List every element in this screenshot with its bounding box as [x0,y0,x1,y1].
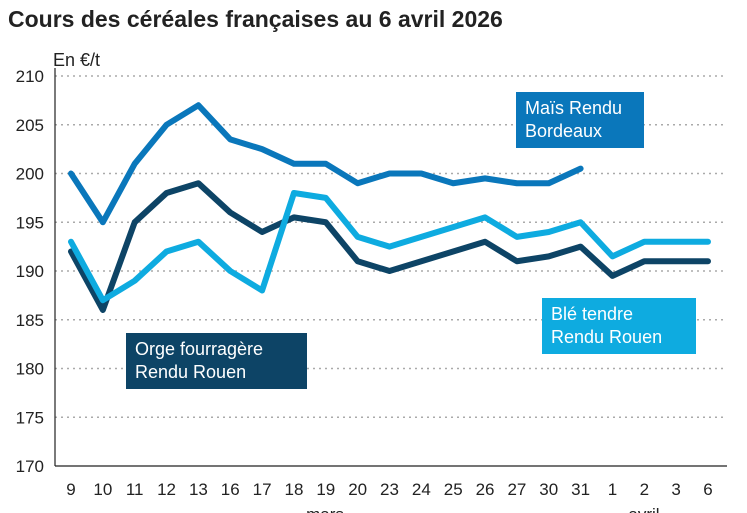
x-tick-label: 18 [284,480,303,499]
series-label-text: Bordeaux [525,121,602,141]
y-tick-label: 175 [16,408,44,427]
x-tick-label: 26 [476,480,495,499]
x-tick-label: 16 [221,480,240,499]
x-tick-label: 25 [444,480,463,499]
y-tick-label: 185 [16,311,44,330]
series-label-text: Blé tendre [551,304,633,324]
x-tick-label: 17 [253,480,272,499]
month-label-mars: mars [306,505,344,513]
y-tick-label: 205 [16,116,44,135]
x-tick-label: 31 [571,480,590,499]
x-tick-label: 20 [348,480,367,499]
series-label-text: Rendu Rouen [135,362,246,382]
y-tick-label: 170 [16,457,44,476]
y-tick-label: 195 [16,213,44,232]
y-tick-label: 210 [16,67,44,86]
series-label-box [516,92,644,148]
y-tick-label: 180 [16,360,44,379]
x-tick-label: 2 [640,480,649,499]
series-line [68,102,584,226]
y-tick-label: 190 [16,262,44,281]
x-tick-label: 19 [316,480,335,499]
series-line [68,180,711,313]
x-tick-label: 13 [189,480,208,499]
series-label-text: Orge fourragère [135,339,263,359]
series-label-box [126,333,307,389]
x-tick-label: 3 [671,480,680,499]
x-tick-label: 24 [412,480,431,499]
x-tick-label: 6 [703,480,712,499]
y-tick-label: 200 [16,165,44,184]
x-tick-label: 27 [507,480,526,499]
month-label-avril: avril [628,505,659,513]
x-tick-label: 10 [93,480,112,499]
x-tick-label: 23 [380,480,399,499]
x-tick-label: 1 [608,480,617,499]
x-tick-label: 30 [539,480,558,499]
series-label-text: Maïs Rendu [525,98,622,118]
series-label-text: Rendu Rouen [551,327,662,347]
series-line [68,190,711,304]
y-axis-label: En €/t [53,50,100,70]
series-label-box [542,298,696,354]
chart-title: Cours des céréales françaises au 6 avril… [8,6,503,32]
x-tick-label: 12 [157,480,176,499]
x-tick-label: 11 [126,480,144,499]
x-tick-label: 9 [66,480,75,499]
